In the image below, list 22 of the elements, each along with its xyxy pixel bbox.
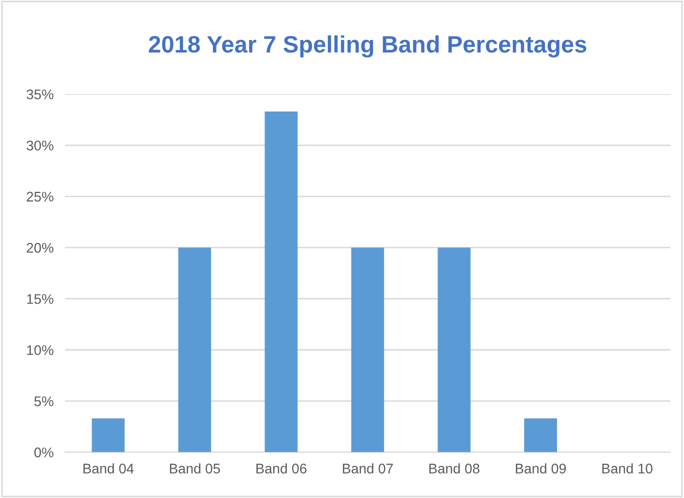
bar (92, 418, 125, 452)
x-tick-label: Band 10 (602, 463, 652, 474)
chart-title: 2018 Year 7 Spelling Band Percentages (148, 35, 586, 58)
y-tick-label: 0% (34, 448, 54, 458)
y-tick-label: 30% (26, 140, 54, 150)
x-tick-label: Band 08 (429, 463, 480, 474)
bar (524, 418, 558, 452)
bar (178, 248, 212, 452)
x-tick-label: Band 07 (342, 463, 393, 474)
y-tick-label: 25% (26, 192, 54, 202)
bar (264, 112, 298, 452)
bar (351, 248, 384, 452)
y-tick-label: 5% (34, 396, 54, 406)
x-tick-label: Band 04 (83, 463, 134, 474)
y-tick-label: 20% (26, 242, 54, 253)
y-tick-label: 15% (27, 294, 54, 304)
bar (438, 248, 471, 452)
y-tick-label: 10% (27, 345, 54, 356)
y-tick-label: 35% (26, 89, 54, 100)
x-tick-label: Band 06 (256, 463, 306, 474)
x-tick-label: Band 09 (516, 463, 566, 474)
x-tick-label: Band 05 (170, 463, 220, 474)
